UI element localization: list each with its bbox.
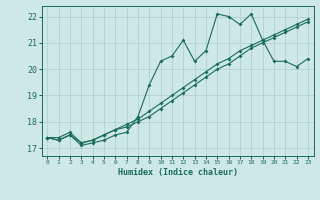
X-axis label: Humidex (Indice chaleur): Humidex (Indice chaleur) [118,168,237,177]
